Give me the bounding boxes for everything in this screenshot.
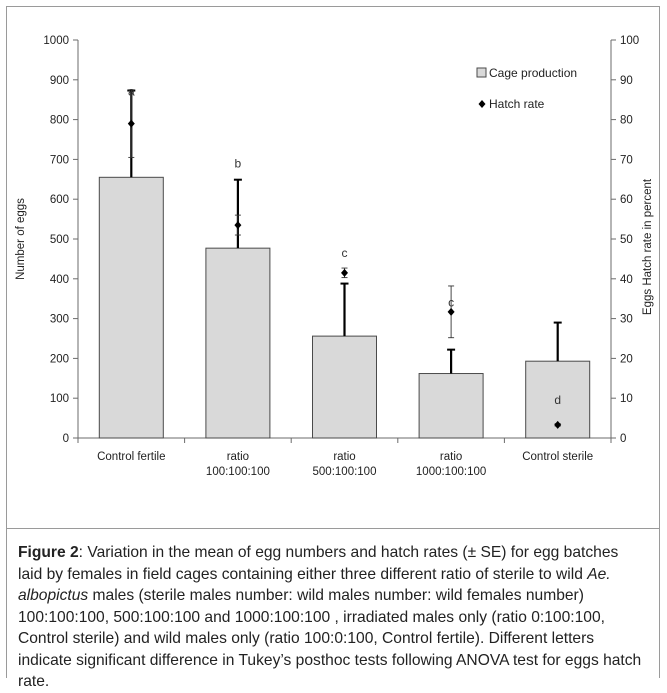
significance-letter: a [128, 85, 135, 99]
y-tick-label-right: 0 [620, 433, 626, 445]
x-category-label: ratio [440, 451, 462, 463]
y-tick-label-right: 20 [620, 353, 633, 365]
y-axis-label: Number of eggs [15, 198, 27, 280]
hatch-rate-point [447, 307, 455, 316]
y-tick-label-left: 600 [50, 194, 69, 206]
significance-letter: c [448, 296, 454, 310]
y-tick-label-right: 90 [620, 75, 633, 87]
y-tick-label-right: 50 [620, 234, 633, 246]
bar [312, 335, 377, 439]
caption-text-2: males (sterile males number: wild males … [18, 587, 642, 690]
x-category-label: 100:100:100 [206, 466, 270, 478]
bar [98, 176, 164, 439]
hatch-rate-point [127, 119, 135, 128]
caption-divider [6, 528, 660, 529]
caption-label: Figure 2 [18, 544, 79, 561]
y-tick-label-right: 30 [620, 314, 633, 326]
caption-species: Ae. albopictus [18, 565, 611, 605]
y-tick-label-right: 80 [620, 115, 633, 127]
y-tick-label-left: 300 [50, 314, 69, 326]
y2-axis-label: Eggs Hatch rate in percent [642, 178, 654, 315]
y-tick-label-right: 40 [620, 274, 633, 286]
bar [205, 247, 271, 439]
y-tick-label-left: 100 [50, 393, 69, 405]
figure-frame [6, 6, 660, 678]
hatch-rate-point [554, 420, 562, 429]
significance-letter: b [235, 156, 242, 170]
legend-swatch-point [478, 100, 486, 108]
x-category-label: Control fertile [97, 451, 165, 463]
y-tick-label-left: 400 [50, 274, 69, 286]
x-category-label: ratio [333, 451, 355, 463]
y-tick-label-right: 60 [620, 194, 633, 206]
y-tick-label-left: 900 [50, 75, 69, 87]
y-tick-label-left: 700 [50, 154, 69, 166]
caption-text-1: : Variation in the mean of egg numbers a… [18, 544, 619, 583]
y-tick-label-right: 10 [620, 393, 633, 405]
hatch-rate-point [234, 221, 242, 230]
bar [418, 373, 484, 439]
y-tick-label-left: 0 [63, 433, 69, 445]
y-tick-label-left: 200 [50, 353, 69, 365]
legend-label-point: Hatch rate [489, 97, 545, 111]
significance-letter: d [554, 393, 561, 407]
y-tick-label-left: 800 [50, 115, 69, 127]
hatch-rate-point [341, 268, 348, 277]
y-tick-label-left: 1000 [43, 35, 69, 47]
x-category-label: 500:100:100 [313, 466, 377, 478]
x-category-label: Control sterile [522, 451, 593, 463]
figure-caption: Figure 2: Variation in the mean of egg n… [18, 542, 646, 693]
legend-label-bar: Cage production [489, 66, 577, 80]
x-category-label: ratio [227, 451, 249, 463]
y-tick-label-left: 500 [50, 234, 69, 246]
x-category-label: 1000:100:100 [416, 466, 486, 478]
y-tick-label-right: 70 [620, 154, 633, 166]
y-tick-label-right: 100 [620, 35, 639, 47]
legend-swatch-bar [476, 67, 487, 78]
bar-chart: 0 100 200 300 400 500 600 700 800 900 1000 0 10 20 30 4… [15, 35, 654, 478]
significance-letter: c [342, 246, 348, 260]
